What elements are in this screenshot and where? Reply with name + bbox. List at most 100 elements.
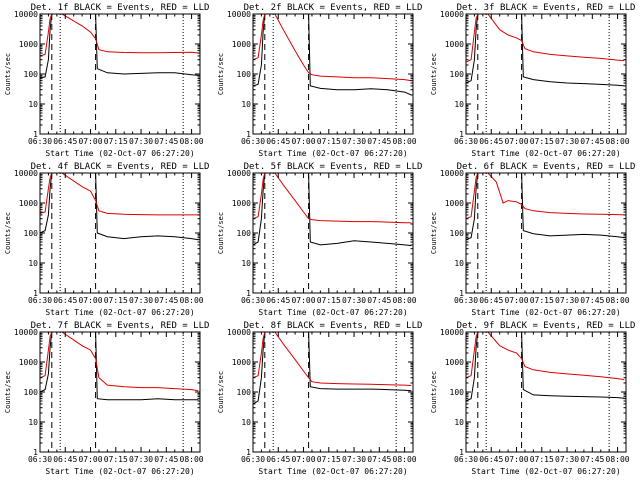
y-tick-label: 10000 bbox=[440, 169, 464, 178]
x-tick-label: 08:00 bbox=[393, 455, 417, 464]
x-tick-label: 08:00 bbox=[393, 137, 417, 146]
x-tick-label: 06:45 bbox=[53, 296, 77, 305]
y-tick-label: 10 bbox=[28, 418, 38, 427]
detector-panel: Det. 3f BLACK = Events, RED = LLD Counts/… bbox=[430, 3, 635, 158]
y-axis-label: Counts/sec bbox=[430, 371, 438, 413]
y-tick-label: 10000 bbox=[14, 10, 38, 19]
y-tick-label: 10000 bbox=[227, 10, 251, 19]
events-series-line bbox=[252, 13, 412, 96]
x-tick-label: 06:30 bbox=[454, 455, 478, 464]
x-tick-label: 08:00 bbox=[606, 137, 630, 146]
y-tick-label: 1000 bbox=[19, 199, 38, 208]
y-tick-label: 1 bbox=[459, 448, 464, 457]
x-tick-label: 07:30 bbox=[555, 455, 579, 464]
y-tick-label: 100 bbox=[24, 388, 39, 397]
x-tick-label: 07:30 bbox=[129, 455, 153, 464]
x-tick-label: 07:15 bbox=[317, 137, 341, 146]
lld-series-line bbox=[39, 13, 199, 57]
x-tick-label: 07:15 bbox=[317, 296, 341, 305]
y-axis-label: Counts/sec bbox=[4, 212, 12, 254]
x-tick-label: 06:30 bbox=[241, 137, 265, 146]
x-tick-label: 07:30 bbox=[342, 137, 366, 146]
y-tick-label: 100 bbox=[24, 229, 39, 238]
x-tick-label: 06:45 bbox=[266, 455, 290, 464]
detector-panel: Det. 9f BLACK = Events, RED = LLD Counts/… bbox=[430, 321, 635, 476]
y-tick-label: 100 bbox=[450, 229, 465, 238]
x-axis-label: Start Time (02-Oct-07 06:27:20) bbox=[471, 467, 620, 476]
x-tick-label: 06:30 bbox=[454, 137, 478, 146]
y-tick-label: 10 bbox=[454, 259, 464, 268]
events-series-line bbox=[465, 172, 625, 241]
y-tick-label: 100 bbox=[24, 70, 39, 79]
detector-panel: Det. 6f BLACK = Events, RED = LLD Counts/… bbox=[430, 162, 635, 317]
x-tick-label: 07:45 bbox=[367, 296, 391, 305]
panel-title: Det. 1f BLACK = Events, RED = LLD bbox=[31, 3, 210, 13]
x-tick-label: 07:45 bbox=[367, 137, 391, 146]
plot-frame bbox=[39, 172, 201, 294]
x-tick-label: 07:45 bbox=[154, 455, 178, 464]
x-tick-label: 06:30 bbox=[241, 455, 265, 464]
x-tick-label: 06:45 bbox=[53, 137, 77, 146]
lld-series-line bbox=[465, 172, 625, 220]
y-axis-label: Counts/sec bbox=[430, 53, 438, 95]
x-tick-label: 07:15 bbox=[530, 455, 554, 464]
y-axis-label: Counts/sec bbox=[430, 212, 438, 254]
events-series-line bbox=[252, 331, 412, 405]
panel-title: Det. 2f BLACK = Events, RED = LLD bbox=[244, 3, 423, 13]
x-tick-label: 06:45 bbox=[479, 455, 503, 464]
panel-title: Det. 8f BLACK = Events, RED = LLD bbox=[244, 321, 423, 331]
y-tick-label: 100 bbox=[237, 70, 252, 79]
detector-panel: Det. 2f BLACK = Events, RED = LLD Counts/… bbox=[217, 3, 422, 158]
panel-title: Det. 5f BLACK = Events, RED = LLD bbox=[244, 162, 423, 172]
y-tick-label: 10 bbox=[241, 100, 251, 109]
y-tick-label: 10 bbox=[241, 259, 251, 268]
x-tick-label: 07:45 bbox=[154, 137, 178, 146]
x-tick-label: 07:15 bbox=[530, 137, 554, 146]
y-tick-label: 1000 bbox=[19, 40, 38, 49]
events-series-line bbox=[39, 13, 199, 79]
x-tick-label: 07:45 bbox=[580, 296, 604, 305]
lld-series-line bbox=[252, 13, 412, 82]
lld-series-line bbox=[252, 172, 412, 224]
lld-series-line bbox=[465, 331, 625, 381]
y-tick-label: 1000 bbox=[232, 199, 251, 208]
x-tick-label: 07:00 bbox=[504, 296, 528, 305]
x-tick-label: 07:45 bbox=[580, 137, 604, 146]
y-tick-label: 10000 bbox=[227, 328, 251, 337]
plot-frame bbox=[39, 331, 201, 453]
x-tick-label: 06:45 bbox=[479, 137, 503, 146]
lld-series-line bbox=[39, 172, 199, 216]
x-axis-label: Start Time (02-Oct-07 06:27:20) bbox=[45, 149, 194, 158]
y-tick-label: 10 bbox=[241, 418, 251, 427]
detector-panel: Det. 4f BLACK = Events, RED = LLD Counts/… bbox=[4, 162, 209, 317]
y-tick-label: 1 bbox=[246, 448, 251, 457]
x-tick-label: 08:00 bbox=[180, 137, 204, 146]
y-axis-label: Counts/sec bbox=[217, 53, 225, 95]
x-tick-label: 08:00 bbox=[606, 296, 630, 305]
x-axis-label: Start Time (02-Oct-07 06:27:20) bbox=[45, 308, 194, 317]
x-axis-label: Start Time (02-Oct-07 06:27:20) bbox=[258, 308, 407, 317]
events-series-line bbox=[39, 331, 199, 401]
panel-title: Det. 3f BLACK = Events, RED = LLD bbox=[457, 3, 636, 13]
plot-frame bbox=[252, 331, 414, 453]
y-tick-label: 1 bbox=[33, 448, 38, 457]
x-tick-label: 08:00 bbox=[606, 455, 630, 464]
x-tick-label: 07:30 bbox=[555, 137, 579, 146]
y-tick-label: 1000 bbox=[445, 358, 464, 367]
x-axis-label: Start Time (02-Oct-07 06:27:20) bbox=[258, 467, 407, 476]
y-tick-label: 10 bbox=[454, 100, 464, 109]
y-tick-label: 1 bbox=[33, 289, 38, 298]
x-tick-label: 07:00 bbox=[291, 455, 315, 464]
y-axis-label: Counts/sec bbox=[217, 212, 225, 254]
detector-panel: Det. 5f BLACK = Events, RED = LLD Counts/… bbox=[217, 162, 422, 317]
y-tick-label: 1000 bbox=[445, 40, 464, 49]
events-series-line bbox=[39, 172, 199, 241]
x-tick-label: 06:30 bbox=[28, 296, 52, 305]
x-axis-label: Start Time (02-Oct-07 06:27:20) bbox=[471, 149, 620, 158]
y-axis-label: Counts/sec bbox=[4, 371, 12, 413]
x-tick-label: 07:00 bbox=[291, 137, 315, 146]
y-tick-label: 10 bbox=[28, 259, 38, 268]
panel-title: Det. 4f BLACK = Events, RED = LLD bbox=[31, 162, 210, 172]
plot-frame bbox=[465, 13, 627, 135]
y-tick-label: 10000 bbox=[14, 328, 38, 337]
